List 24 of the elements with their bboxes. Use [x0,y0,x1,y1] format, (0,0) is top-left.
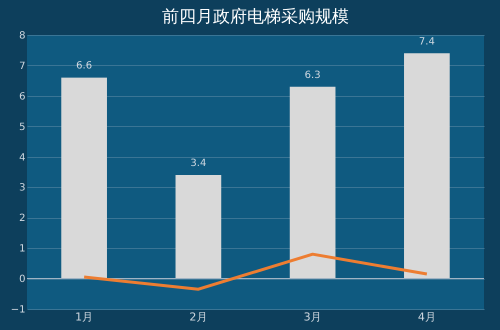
y-tick-label: 7 [19,60,26,72]
y-tick-label: 4 [19,152,26,164]
data-label: 7.4 [418,36,435,48]
bar [176,175,222,279]
data-label: 3.4 [190,158,206,170]
y-tick-label: 2 [19,213,26,224]
y-tick-label: 8 [19,30,26,42]
y-tick-label: 3 [19,182,26,194]
x-tick-label: 4月 [418,310,436,324]
x-tick-label: 2月 [189,310,208,324]
bar [404,53,450,279]
data-label: 6.6 [76,60,92,72]
bar [290,86,336,279]
y-tick-label: 1 [19,244,26,255]
bar [61,78,107,279]
x-tick-label: 1月 [75,310,94,324]
line-series [82,252,428,291]
chart-title: 前四月政府电梯采购规模 [162,7,349,27]
y-tick-label: 6 [19,91,26,102]
y-tick-label: 0 [19,274,26,286]
y-tick-label: 5 [19,122,26,133]
x-tick-label: 3月 [304,310,322,324]
data-label: 6.3 [304,70,321,81]
y-tick-label: −1 [10,304,26,316]
